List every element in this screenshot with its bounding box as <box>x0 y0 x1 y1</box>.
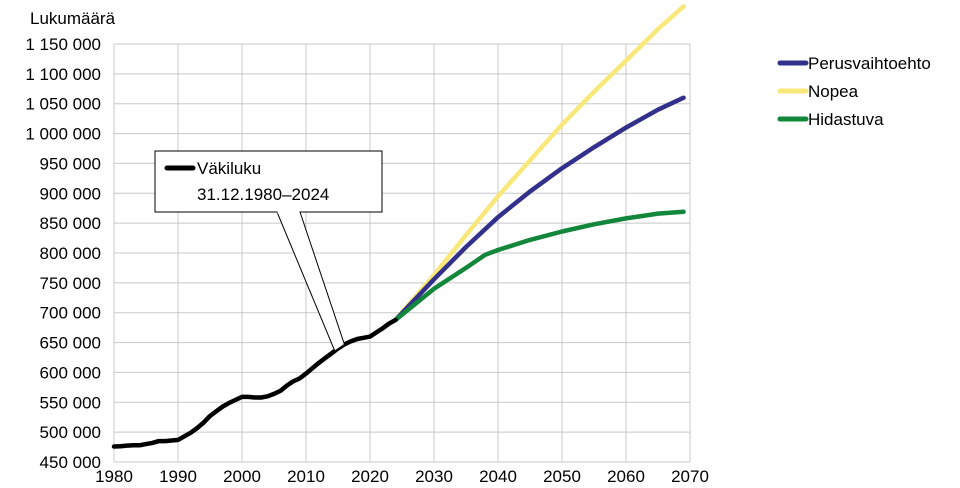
y-tick-label: 650 000 <box>40 334 101 353</box>
y-tick-label: 1 050 000 <box>25 95 101 114</box>
series-line-vakiluku <box>111 317 398 449</box>
annotation-line-1: Väkiluku <box>197 159 261 178</box>
y-axis-title: Lukumäärä <box>30 9 116 28</box>
y-tick-label: 800 000 <box>40 244 101 263</box>
annotation-pointer <box>276 211 345 352</box>
y-tick-label: 1 100 000 <box>25 65 101 84</box>
y-tick-label: 950 000 <box>40 154 101 173</box>
y-tick-label: 850 000 <box>40 214 101 233</box>
x-tick-label: 2050 <box>543 467 581 486</box>
x-tick-label: 2020 <box>351 467 389 486</box>
x-tick-label: 2070 <box>671 467 709 486</box>
y-tick-label: 450 000 <box>40 453 101 472</box>
legend-label-hidastuva: Hidastuva <box>808 110 884 129</box>
x-tick-label: 2030 <box>415 467 453 486</box>
annotation-box <box>154 150 383 213</box>
y-tick-label: 1 000 000 <box>25 125 101 144</box>
x-tick-label: 2000 <box>223 467 261 486</box>
x-tick-label: 2060 <box>607 467 645 486</box>
legend-label-nopea: Nopea <box>808 82 859 101</box>
series-line-hidastuva <box>393 209 686 323</box>
x-tick-label: 1990 <box>159 467 197 486</box>
y-tick-label: 1 150 000 <box>25 35 101 54</box>
y-tick-label: 750 000 <box>40 274 101 293</box>
series-line-perusvaihtoehto <box>393 95 686 323</box>
grid-lines <box>113 43 691 463</box>
legend: Perusvaihtoehto Nopea Hidastuva <box>777 54 931 129</box>
y-tick-label: 600 000 <box>40 363 101 382</box>
x-tick-label: 2010 <box>287 467 325 486</box>
series-lines <box>111 4 686 449</box>
legend-label-perusvaihtoehto: Perusvaihtoehto <box>808 54 931 73</box>
y-tick-labels: 450 000 500 000 550 000 600 000 650 000 700 0… <box>25 35 101 472</box>
y-tick-label: 500 000 <box>40 423 101 442</box>
x-tick-label: 2040 <box>479 467 517 486</box>
x-tick-label: 1980 <box>95 467 133 486</box>
annotation-gap <box>277 210 300 214</box>
y-tick-label: 900 000 <box>40 184 101 203</box>
history-annotation: Väkiluku 31.12.1980–2024 <box>154 150 383 352</box>
y-tick-label: 550 000 <box>40 393 101 412</box>
annotation-line-2: 31.12.1980–2024 <box>197 185 329 204</box>
y-tick-label: 700 000 <box>40 304 101 323</box>
x-tick-labels: 1980 1990 2000 2010 2020 2030 2040 2050 2060 2070 <box>95 467 709 486</box>
series-line-nopea <box>393 4 686 323</box>
